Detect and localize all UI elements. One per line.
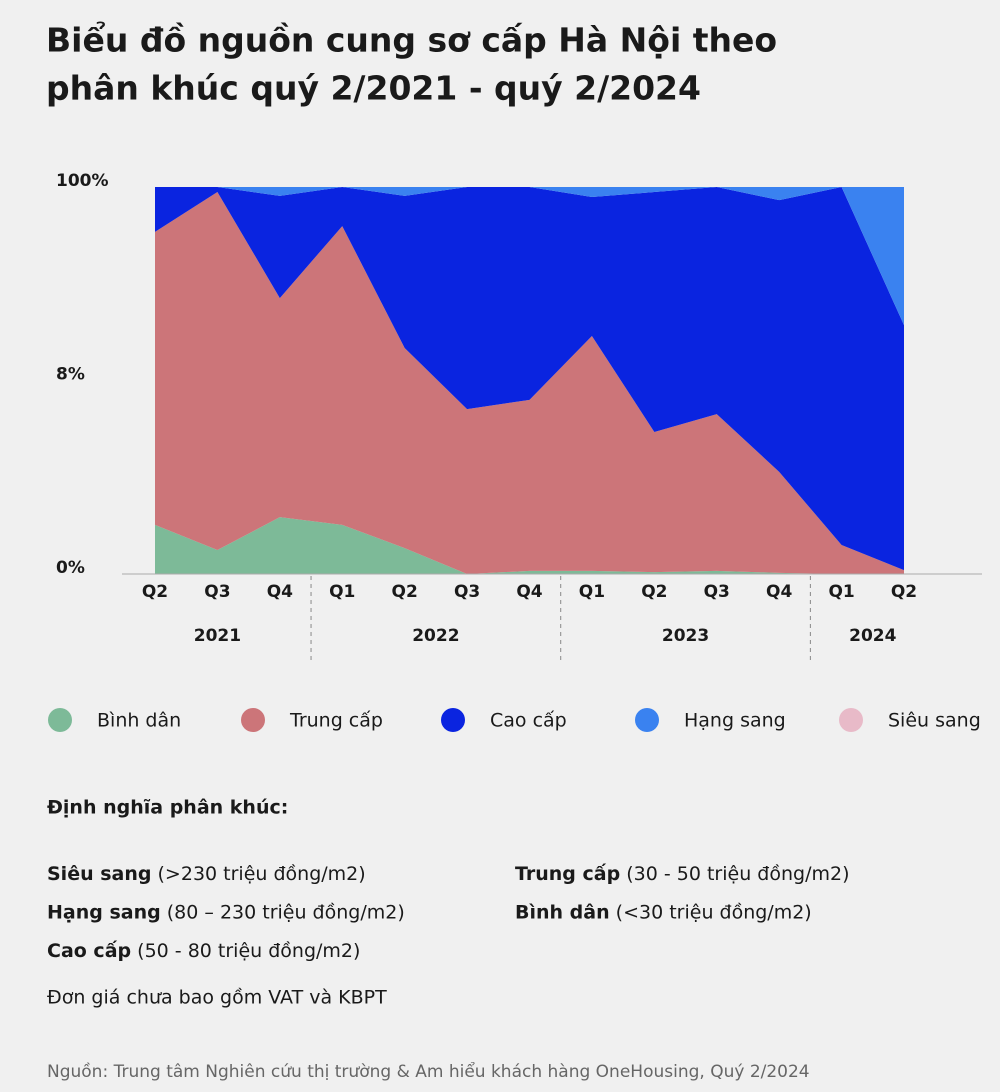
definition-name: Siêu sang <box>47 863 151 885</box>
legend-label: Cao cấp <box>490 710 567 732</box>
definition: Cao cấp (50 - 80 triệu đồng/m2) <box>47 939 360 962</box>
x-tick-label: Q4 <box>766 582 792 602</box>
area <box>155 517 904 574</box>
definition: Trung cấp (30 - 50 triệu đồng/m2) <box>515 862 850 885</box>
note: Đơn giá chưa bao gồm VAT và KBPT <box>47 987 387 1009</box>
y-tick-label: 100% <box>56 171 109 191</box>
area <box>155 187 904 571</box>
x-tick-label: Q3 <box>204 582 230 602</box>
legend-label: Hạng sang <box>684 710 786 732</box>
legend-label: Trung cấp <box>289 710 383 732</box>
x-group-label: 2021 <box>194 626 241 646</box>
legend-swatch <box>635 708 659 732</box>
x-tick-label: Q2 <box>641 582 667 602</box>
x-tick-label: Q2 <box>392 582 418 602</box>
definition-range: (80 – 230 triệu đồng/m2) <box>161 901 405 923</box>
definition-range: (30 - 50 triệu đồng/m2) <box>620 863 849 885</box>
definition-name: Cao cấp <box>47 939 131 962</box>
x-tick-label: Q2 <box>891 582 917 602</box>
definition-range: (<30 triệu đồng/m2) <box>610 901 812 923</box>
x-tick-label: Q1 <box>828 582 854 602</box>
definition-name: Hạng sang <box>47 901 161 923</box>
x-group-label: 2023 <box>662 626 709 646</box>
definition-name: Bình dân <box>515 901 610 923</box>
x-tick-label: Q2 <box>142 582 168 602</box>
y-tick-label: 8% <box>56 365 85 385</box>
x-tick-label: Q1 <box>329 582 355 602</box>
area <box>155 192 904 574</box>
x-tick-label: Q3 <box>454 582 480 602</box>
definition-range: (50 - 80 triệu đồng/m2) <box>131 940 360 962</box>
title-line: phân khúc quý 2/2021 - quý 2/2024 <box>46 69 701 108</box>
definition-name: Trung cấp <box>515 862 620 885</box>
x-group-label: 2024 <box>849 626 896 646</box>
x-tick-label: Q3 <box>704 582 730 602</box>
definitions-title: Định nghĩa phân khúc: <box>47 797 288 819</box>
legend-swatch <box>48 708 72 732</box>
legend-label: Bình dân <box>97 710 181 732</box>
title-line: Biểu đồ nguồn cung sơ cấp Hà Nội theo <box>46 20 777 60</box>
x-group-label: 2022 <box>412 626 459 646</box>
source: Nguồn: Trung tâm Nghiên cứu thị trường &… <box>47 1061 810 1082</box>
definition: Bình dân (<30 triệu đồng/m2) <box>515 901 812 923</box>
y-tick-label: 0% <box>56 558 85 578</box>
x-tick-label: Q1 <box>579 582 605 602</box>
legend-swatch <box>441 708 465 732</box>
legend-swatch <box>241 708 265 732</box>
x-tick-label: Q4 <box>267 582 293 602</box>
legend-label: Siêu sang <box>888 710 981 732</box>
definition-range: (>230 triệu đồng/m2) <box>151 863 365 885</box>
x-tick-label: Q4 <box>516 582 542 602</box>
definition: Hạng sang (80 – 230 triệu đồng/m2) <box>47 901 405 923</box>
legend-swatch <box>839 708 863 732</box>
definition: Siêu sang (>230 triệu đồng/m2) <box>47 863 366 885</box>
